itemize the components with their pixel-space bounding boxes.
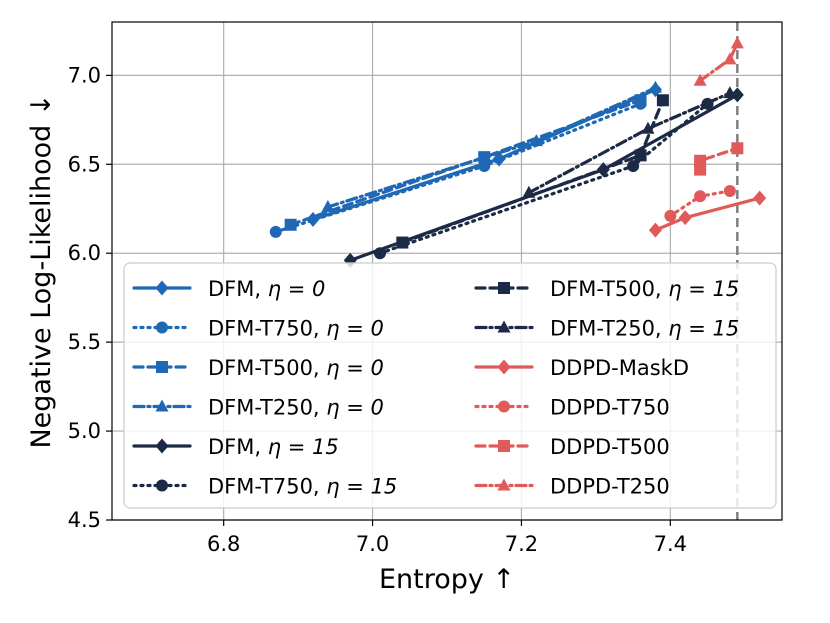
legend-marker-swatch — [155, 438, 169, 454]
legend: DFM, η = 0 DFM-T750, η = 0 DFM-T500, η = 0… — [123, 262, 777, 509]
legend-item: DFM-T750, η = 0 — [132, 317, 384, 341]
legend-marker-swatch — [498, 282, 510, 294]
data-point — [731, 142, 744, 155]
data-point — [634, 149, 647, 162]
legend-marker-swatch — [155, 280, 169, 296]
legend-marker-swatch — [156, 361, 168, 373]
legend-item: DFM, η = 15 — [132, 435, 339, 459]
data-point — [656, 94, 669, 107]
legend-marker-swatch — [497, 359, 511, 375]
legend-marker-swatch — [497, 320, 511, 333]
data-point — [723, 86, 737, 99]
legend-item: DFM-T750, η = 15 — [132, 475, 397, 499]
legend-item: DFM, η = 0 — [132, 277, 325, 301]
legend-marker-swatch — [155, 399, 169, 412]
legend-label: DFM-T250, η = 15 — [550, 317, 739, 341]
data-point — [396, 236, 409, 249]
legend-box — [123, 262, 777, 509]
data-point — [529, 134, 543, 147]
legend-label: DDPD-T750 — [550, 396, 670, 420]
data-point — [723, 184, 736, 197]
series-6 — [396, 94, 669, 249]
legend-item: DFM-T250, η = 15 — [474, 317, 739, 341]
legend-label: DFM, η = 0 — [208, 277, 325, 301]
legend-label: DFM-T750, η = 0 — [208, 317, 384, 341]
legend-item: DDPD-T500 — [474, 435, 670, 459]
series-layer — [269, 36, 767, 268]
y-tick-label: 4.5 — [68, 508, 101, 532]
legend-label: DFM-T500, η = 0 — [208, 356, 384, 380]
y-tick-label: 6.0 — [68, 241, 101, 265]
data-point — [321, 199, 335, 212]
series-1 — [269, 97, 647, 238]
axis-ticks: 6.8 7.0 7.2 7.4 4.5 5.0 5.5 6.0 6.5 7.0 — [68, 63, 687, 556]
x-tick-label: 7.4 — [654, 532, 687, 556]
data-point — [522, 185, 536, 198]
data-point — [648, 80, 662, 93]
legend-label: DDPD-T250 — [550, 475, 670, 499]
x-tick-label: 7.0 — [356, 532, 389, 556]
data-point — [730, 87, 744, 103]
legend-item: DFM-T250, η = 0 — [132, 396, 384, 420]
data-point — [374, 247, 386, 260]
legend-marker-swatch — [156, 479, 168, 492]
data-point — [269, 225, 282, 238]
x-tick-label: 7.2 — [505, 532, 538, 556]
legend-item: DDPD-T250 — [474, 475, 670, 499]
data-point — [730, 36, 744, 49]
series-10 — [694, 142, 744, 176]
legend-item: DDPD-T750 — [474, 396, 670, 420]
x-tick-label: 6.8 — [207, 532, 240, 556]
plot-frame — [111, 21, 783, 521]
legend-marker-swatch — [498, 440, 510, 452]
series-8 — [648, 190, 767, 238]
data-point — [693, 73, 707, 86]
series-9 — [664, 184, 736, 222]
series-3 — [321, 80, 662, 212]
y-axis-label: Negative Log-Likelihood ↓ — [26, 93, 57, 448]
legend-label: DDPD-MaskD — [550, 356, 689, 380]
data-point — [648, 222, 662, 238]
y-tick-label: 6.5 — [68, 152, 101, 176]
data-point — [723, 52, 737, 65]
legend-marker-swatch — [497, 478, 511, 491]
legend-item: DFM-T500, η = 15 — [474, 277, 739, 301]
data-point — [641, 121, 655, 134]
y-tick-label: 5.5 — [68, 330, 101, 354]
x-axis-label: Entropy ↑ — [379, 564, 515, 595]
legend-item: DFM-T500, η = 0 — [132, 356, 384, 380]
legend-label: DDPD-T500 — [550, 435, 670, 459]
legend-label: DFM-T250, η = 0 — [208, 396, 384, 420]
data-point — [753, 190, 767, 206]
data-point — [694, 154, 707, 167]
legend-marker-swatch — [498, 400, 510, 413]
legend-item: DDPD-MaskD — [474, 356, 689, 380]
data-point — [664, 209, 677, 222]
data-point — [694, 190, 707, 203]
y-tick-label: 5.0 — [68, 419, 101, 443]
data-point — [284, 218, 297, 231]
series-11 — [693, 36, 744, 86]
y-tick-label: 7.0 — [68, 63, 101, 87]
legend-marker-swatch — [156, 321, 168, 334]
legend-label: DFM, η = 15 — [208, 435, 339, 459]
legend-label: DFM-T750, η = 15 — [208, 475, 397, 499]
data-point — [627, 160, 640, 173]
legend-label: DFM-T500, η = 15 — [550, 277, 739, 301]
data-point — [678, 210, 692, 226]
series-7 — [522, 86, 737, 198]
